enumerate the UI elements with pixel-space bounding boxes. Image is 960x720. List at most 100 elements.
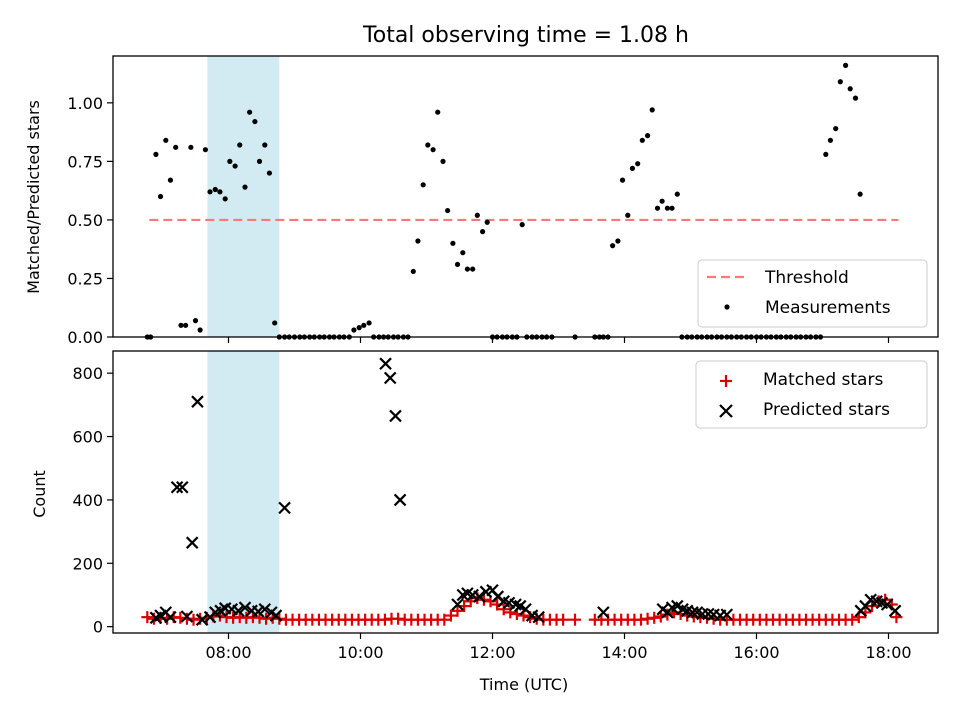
predicted-star-stroke <box>232 604 245 618</box>
legend-predicted-label: Predicted stars <box>763 400 890 420</box>
predicted-star-stroke <box>702 607 715 621</box>
measurement-point <box>212 186 218 193</box>
top-y-tick-label: 0.25 <box>67 269 103 288</box>
predicted-star-point <box>532 610 545 624</box>
predicted-star-point <box>720 608 734 621</box>
predicted-star-stroke <box>176 480 189 494</box>
measurement-point <box>153 151 159 157</box>
predicted-star-point <box>170 480 184 494</box>
x-axis-label: Time (UTC) <box>479 675 568 694</box>
matched-star-point <box>438 613 451 626</box>
measurement-point <box>659 198 665 204</box>
measurement-point <box>852 95 859 101</box>
predicted-star-stroke <box>225 602 239 616</box>
matched-star-point <box>569 613 581 626</box>
predicted-star-point <box>383 371 397 385</box>
measurement-point <box>163 137 169 143</box>
measurement-point <box>837 79 843 85</box>
top-y-ticks: 0.00 0.25 0.50 0.75 1.00 <box>67 94 113 347</box>
predicted-star-point <box>191 395 204 408</box>
measurement-point <box>450 240 456 246</box>
predicted-star-point <box>232 604 245 618</box>
predicted-star-stroke <box>690 606 704 619</box>
predicted-star-point <box>185 536 199 549</box>
measurement-point <box>857 191 863 197</box>
measurement-point <box>425 142 431 148</box>
measurement-point <box>649 107 655 113</box>
measurement-point <box>266 170 273 176</box>
matched-star-point <box>141 611 154 624</box>
measurement-point <box>615 238 621 244</box>
count-panel: 0 200 400 600 800 08:00 10:00 12:00 14:00 16:00 1… <box>30 350 939 694</box>
predicted-star-stroke <box>185 536 199 549</box>
measurement-point <box>645 133 651 139</box>
measurement-point <box>202 147 208 153</box>
predicted-star-stroke <box>466 588 479 602</box>
measurement-point <box>464 266 471 272</box>
predicted-star-stroke <box>461 587 474 600</box>
measurement-point <box>356 325 362 331</box>
measurement-point <box>178 322 184 328</box>
predicted-star-stroke <box>875 596 889 610</box>
predicted-star-stroke <box>195 613 209 626</box>
measurement-point <box>157 193 164 200</box>
predicted-star-point <box>888 604 902 618</box>
predicted-star-stroke <box>269 609 283 622</box>
measurement-point <box>430 147 436 153</box>
measurement-point <box>222 196 228 202</box>
bottom-y-tick-label: 400 <box>72 491 103 510</box>
bottom-legend: Matched stars Predicted stars <box>695 360 928 429</box>
matched-star-point <box>497 603 510 616</box>
top-y-tick-label: 1.00 <box>67 94 103 113</box>
measurement-point <box>232 163 238 169</box>
measurement-point <box>847 86 853 92</box>
measurement-point <box>823 151 829 157</box>
predicted-star-stroke <box>509 598 522 611</box>
predicted-star-point <box>451 598 464 611</box>
predicted-star-point <box>597 606 610 619</box>
predicted-star-point <box>180 610 194 623</box>
predicted-star-point <box>164 610 177 624</box>
measurement-point <box>470 266 476 272</box>
matched-star-point <box>444 609 457 622</box>
measurement-point <box>415 238 421 244</box>
measurement-point <box>629 165 636 171</box>
predicted-star-stroke <box>888 604 902 618</box>
measurement-point <box>654 205 661 211</box>
predicted-star-point <box>393 493 407 507</box>
measurement-point <box>625 212 631 218</box>
predicted-star-point <box>389 409 402 423</box>
measurement-point <box>197 327 203 333</box>
predicted-star-stroke <box>497 595 510 608</box>
predicted-star-point <box>379 357 392 370</box>
predicted-star-stroke <box>880 598 894 611</box>
predicted-star-stroke <box>393 493 407 507</box>
bottom-y-tick-label: 0 <box>93 618 103 637</box>
predicted-star-stroke <box>525 609 539 622</box>
matched-star-point <box>557 613 570 626</box>
predicted-star-point <box>238 601 252 614</box>
measurement-point <box>272 320 278 326</box>
observing-span-bottom <box>207 351 280 633</box>
measurement-point <box>366 320 372 326</box>
measurement-point <box>474 212 480 218</box>
predicted-star-stroke <box>191 395 204 408</box>
predicted-star-stroke <box>686 606 699 619</box>
predicted-star-stroke <box>164 610 177 624</box>
measurement-point <box>484 219 490 225</box>
x-tick-label: 18:00 <box>865 643 911 662</box>
measurement-point <box>669 205 675 211</box>
measurement-point <box>410 268 416 275</box>
top-y-axis-label: Matched/Predicted stars <box>24 100 43 294</box>
legend-predicted-swatch <box>719 404 733 418</box>
predicted-star-stroke <box>218 602 232 615</box>
measurement-point <box>610 243 616 249</box>
matched-star-point <box>451 604 464 617</box>
measurement-point <box>460 250 466 256</box>
measurement-point <box>635 161 641 167</box>
predicted-stars-points <box>149 357 902 626</box>
bottom-x-ticks: 08:00 10:00 12:00 14:00 16:00 18:00 <box>205 633 912 662</box>
top-x-ticks <box>227 337 890 343</box>
